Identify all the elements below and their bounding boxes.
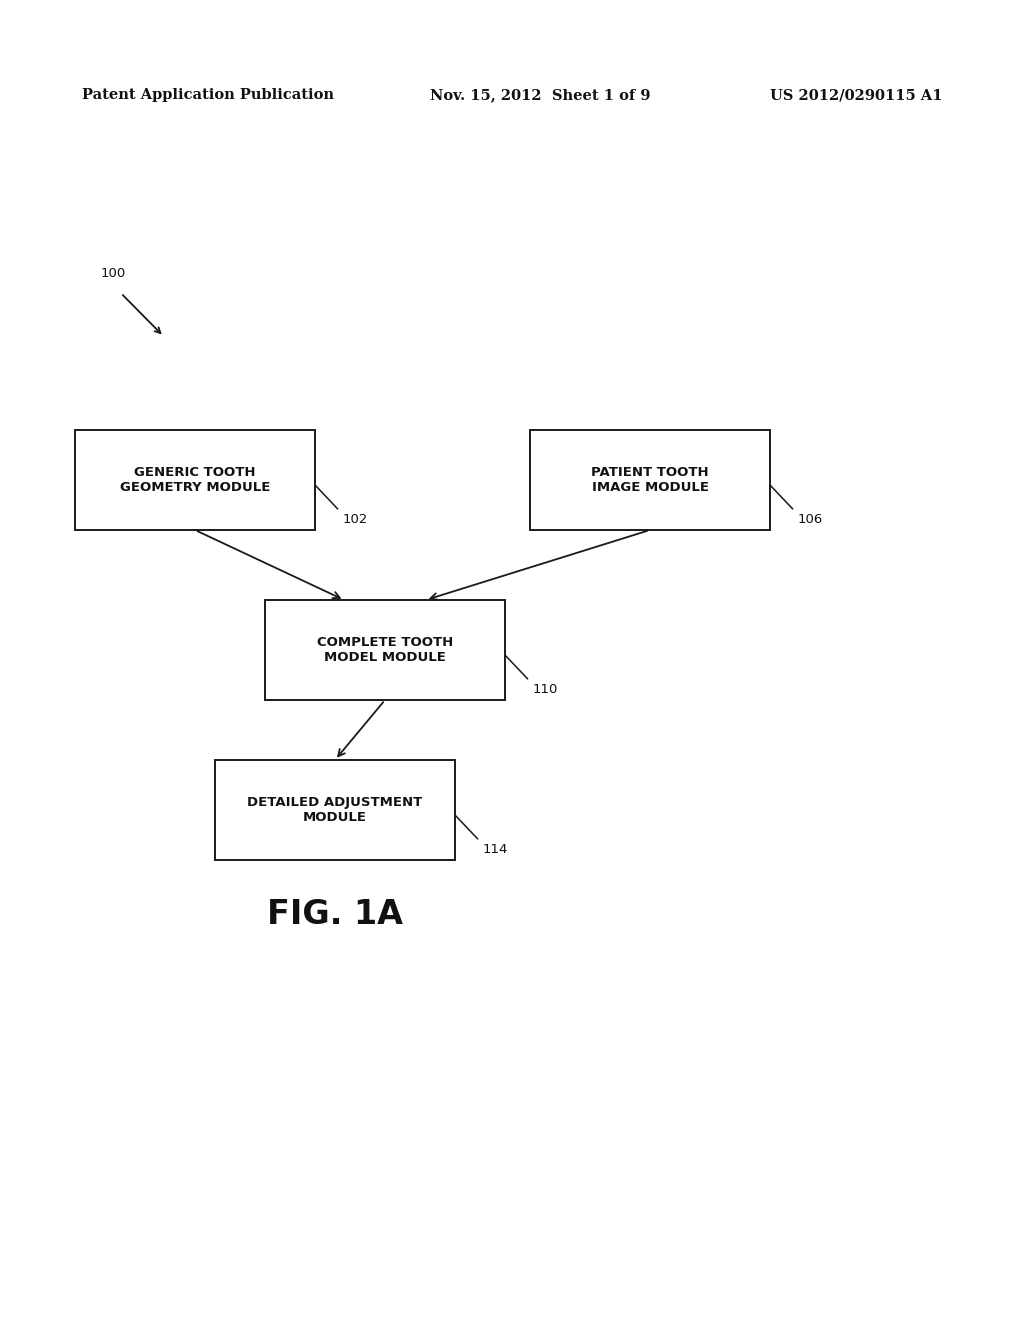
Text: US 2012/0290115 A1: US 2012/0290115 A1 [770,88,942,102]
Text: DETAILED ADJUSTMENT
MODULE: DETAILED ADJUSTMENT MODULE [248,796,423,824]
Text: 100: 100 [100,267,126,280]
Text: 114: 114 [482,842,508,855]
Bar [215,760,455,861]
Bar [530,430,770,531]
Text: 102: 102 [343,512,368,525]
Bar [265,601,505,700]
Text: 106: 106 [798,512,823,525]
Text: FIG. 1A: FIG. 1A [267,899,403,932]
Text: Nov. 15, 2012  Sheet 1 of 9: Nov. 15, 2012 Sheet 1 of 9 [430,88,650,102]
Bar [75,430,315,531]
Text: Patent Application Publication: Patent Application Publication [82,88,334,102]
Text: COMPLETE TOOTH
MODEL MODULE: COMPLETE TOOTH MODEL MODULE [316,636,454,664]
Text: 110: 110 [532,682,558,696]
Text: PATIENT TOOTH
IMAGE MODULE: PATIENT TOOTH IMAGE MODULE [591,466,709,494]
Text: GENERIC TOOTH
GEOMETRY MODULE: GENERIC TOOTH GEOMETRY MODULE [120,466,270,494]
